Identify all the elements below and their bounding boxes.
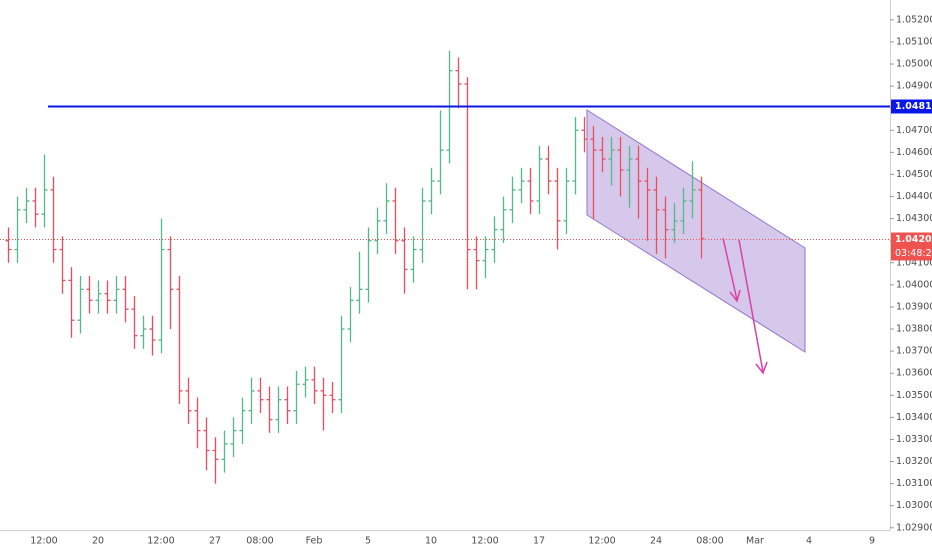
x-tick-label: Feb (306, 536, 323, 547)
arrow (722, 237, 738, 301)
y-tick-label: 1.05000 (896, 59, 932, 70)
last-price-label: 1.04207 (895, 234, 932, 245)
y-tick-label: 1.03400 (896, 412, 932, 423)
x-tick-label: 12:00 (588, 536, 615, 547)
y-tick-label: 1.04300 (896, 213, 932, 224)
y-tick-label: 1.03600 (896, 368, 932, 379)
arrow-head (729, 289, 741, 303)
x-tick-label: 5 (365, 536, 371, 547)
x-tick-label: 24 (650, 536, 662, 547)
y-tick-label: 1.04100 (896, 257, 932, 268)
arrow (738, 239, 764, 373)
arrow-head (755, 361, 768, 375)
x-tick-label: 08:00 (696, 536, 723, 547)
x-tick-label: 12:00 (147, 536, 174, 547)
y-tick-label: 1.03900 (896, 301, 932, 312)
y-tick-label: 1.03500 (896, 390, 932, 401)
x-tick-label: 9 (869, 536, 875, 547)
x-tick-label: 27 (209, 536, 221, 547)
parallel-channel (586, 109, 806, 353)
bars (5, 50, 705, 484)
countdown-label: 03:48:20 (895, 248, 932, 259)
arrow-drawings (722, 237, 768, 375)
x-tick-label: 08:00 (246, 536, 273, 547)
x-tick-label: 12:00 (30, 536, 57, 547)
y-tick-label: 1.03800 (896, 324, 932, 335)
y-tick-label: 1.03000 (896, 500, 932, 511)
x-tick-label: 10 (425, 536, 437, 547)
x-tick-label: 17 (533, 536, 545, 547)
y-tick-label: 1.04400 (896, 191, 932, 202)
y-tick-label: 1.03200 (896, 456, 932, 467)
x-tick-label: 4 (806, 536, 812, 547)
y-tick-label: 1.04700 (896, 125, 932, 136)
y-tick-label: 1.03100 (896, 478, 932, 489)
y-tick-label: 1.03700 (896, 346, 932, 357)
price-label-box (891, 99, 932, 114)
y-tick-label: 1.04000 (896, 279, 932, 290)
y-tick-label: 1.05200 (896, 14, 932, 25)
y-tick-label: 1.03300 (896, 434, 932, 445)
last-price-box (891, 232, 932, 261)
x-tick-label: Mar (746, 536, 764, 547)
x-tick-label: 20 (92, 536, 104, 547)
y-tick-label: 1.04600 (896, 147, 932, 158)
y-tick-label: 1.02900 (896, 522, 932, 533)
y-tick-label: 1.05100 (896, 36, 932, 47)
y-tick-label: 1.04500 (896, 169, 932, 180)
x-tick-label: 12:00 (471, 536, 498, 547)
y-tick-label: 1.04900 (896, 81, 932, 92)
price-label: 1.04810 (895, 101, 932, 112)
